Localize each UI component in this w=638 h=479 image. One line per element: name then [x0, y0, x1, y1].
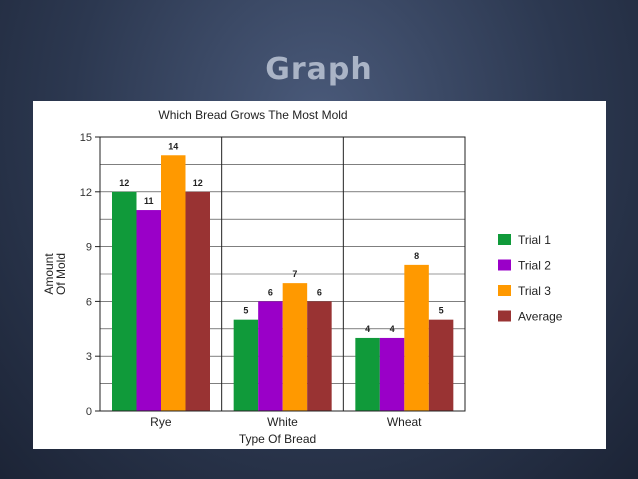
category-label: Rye	[150, 415, 172, 429]
y-tick-label: 15	[80, 132, 92, 144]
chart-panel: Which Bread Grows The Most Mold 0 3 6 9 12 15 1…	[33, 101, 606, 449]
legend-label: Trial 2	[518, 259, 551, 273]
legend-swatch	[498, 234, 511, 245]
y-tick-label: 9	[86, 242, 92, 254]
bar-chart: Which Bread Grows The Most Mold 0 3 6 9 12 15 1…	[42, 108, 563, 446]
legend-swatch	[498, 285, 511, 296]
data-label: 14	[168, 141, 178, 151]
bar-average-wheat	[428, 319, 454, 411]
slide-title: Graph	[265, 52, 373, 87]
bar-average-rye	[185, 191, 210, 411]
bar-trial-2-white	[258, 301, 283, 411]
bar-trial-3-rye	[161, 155, 186, 411]
data-label: 7	[292, 269, 297, 279]
data-label: 6	[317, 287, 322, 297]
legend-label: Trial 3	[518, 284, 551, 298]
legend-swatch	[498, 259, 511, 271]
data-label: 4	[390, 324, 395, 334]
bar-average-white	[307, 301, 332, 411]
data-label: 12	[119, 178, 129, 188]
y-tick-label: 12	[80, 187, 92, 199]
bar-trial-3-wheat	[404, 264, 429, 411]
bar-trial-1-rye	[112, 191, 137, 411]
plot-frame	[99, 136, 466, 412]
legend: Trial 1 Trial 2 Trial 3 Average	[498, 233, 563, 324]
data-label: 12	[193, 178, 203, 188]
bar-trial-2-wheat	[379, 337, 405, 411]
bar-trial-2-rye	[136, 210, 161, 411]
data-label: 5	[243, 306, 248, 316]
category-label: Wheat	[387, 415, 422, 429]
bar-trial-1-white	[233, 319, 259, 411]
data-label: 11	[144, 196, 154, 206]
chart-title: Which Bread Grows The Most Mold	[158, 108, 347, 122]
legend-swatch	[498, 310, 511, 322]
y-tick-label: 0	[86, 406, 92, 418]
data-label: 6	[268, 287, 273, 297]
x-axis-title: Type Of Bread	[239, 432, 316, 446]
y-axis-title: AmountOf Mold	[42, 253, 68, 295]
data-label: 8	[414, 251, 419, 261]
bar-trial-1-wheat	[355, 337, 380, 411]
y-tick-label: 3	[86, 351, 92, 363]
data-label: 5	[439, 306, 444, 316]
y-tick-label: 6	[86, 296, 92, 308]
bar-trial-3-white	[282, 283, 308, 411]
category-label: White	[267, 415, 298, 429]
bars	[112, 155, 454, 411]
data-label: 4	[365, 324, 370, 334]
legend-label: Trial 1	[518, 233, 551, 247]
axes	[95, 136, 466, 412]
legend-label: Average	[518, 310, 563, 324]
labels: Which Bread Grows The Most Mold 0 3 6 9 12 15 1…	[42, 108, 444, 446]
